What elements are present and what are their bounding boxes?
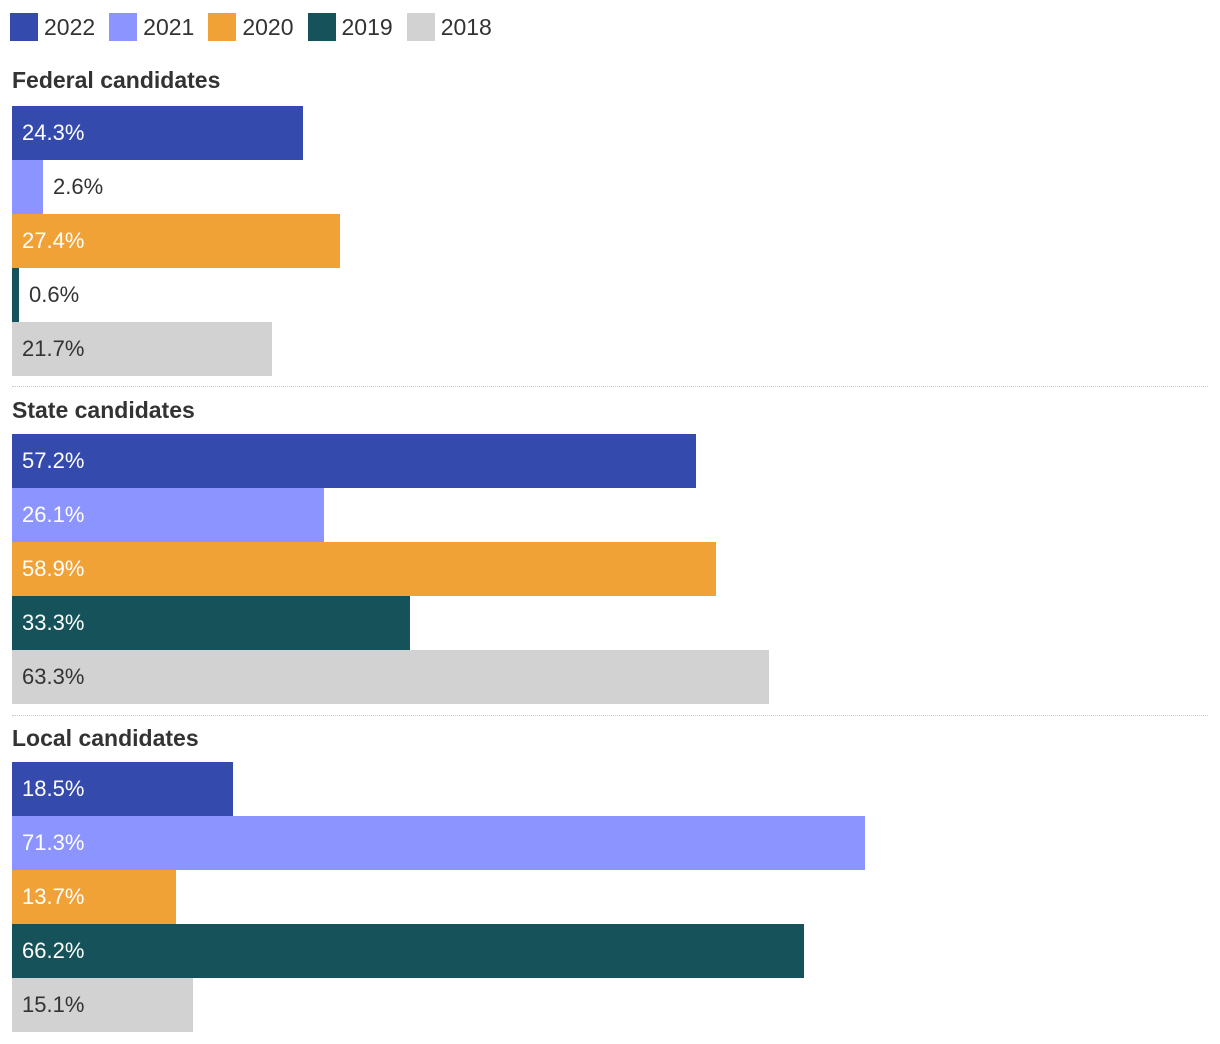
data-label-state-candidates-2018: 63.3% [22,664,85,689]
legend-swatch-2019 [307,13,336,41]
data-label-federal-candidates-2022: 24.3% [22,120,85,145]
legend-label-2019: 2019 [341,13,393,40]
bar-local-candidates-2021 [12,816,865,870]
legend: 2022 2021 2020 2019 2018 [10,12,506,42]
data-label-state-candidates-2022: 57.2% [22,448,85,473]
legend-swatch-2022 [10,13,38,41]
data-label-local-candidates-2022: 18.5% [22,776,85,801]
legend-item-2022: 2022 [10,13,95,41]
bar-federal-candidates-2019 [12,268,19,322]
group-divider [12,715,1208,716]
group-title-state-candidates: State candidates [12,397,195,423]
legend-item-2019: 2019 [307,13,393,41]
data-label-state-candidates-2019: 33.3% [22,610,85,635]
bar-federal-candidates-2021 [12,160,43,214]
data-label-state-candidates-2021: 26.1% [22,502,85,527]
group-title-local-candidates: Local candidates [12,725,199,751]
legend-label-2021: 2021 [143,13,195,40]
bar-local-candidates-2022 [12,762,233,816]
bar-state-candidates-2021 [12,488,324,542]
bar-local-candidates-2020 [12,870,176,924]
bar-local-candidates-2019 [12,924,804,978]
data-label-local-candidates-2018: 15.1% [22,992,85,1017]
bar-state-candidates-2022 [12,434,696,488]
data-label-federal-candidates-2019: 0.6% [29,282,80,307]
bar-state-candidates-2019 [12,596,410,650]
group-title-federal-candidates: Federal candidates [12,67,221,93]
legend-label-2018: 2018 [440,13,492,40]
data-label-state-candidates-2020: 58.9% [22,556,85,581]
legend-swatch-2018 [406,13,435,41]
legend-label-2022: 2022 [44,13,96,40]
data-label-local-candidates-2020: 13.7% [22,884,85,909]
legend-label-2020: 2020 [242,13,294,40]
legend-item-2018: 2018 [406,13,492,41]
legend-swatch-2021 [109,13,138,41]
bar-local-candidates-2018 [12,978,193,1032]
group-divider [12,386,1208,387]
data-label-federal-candidates-2021: 2.6% [53,174,104,199]
data-label-federal-candidates-2018: 21.7% [22,336,85,361]
legend-item-2021: 2021 [109,13,194,41]
data-label-local-candidates-2021: 71.3% [22,830,85,855]
bar-state-candidates-2020 [12,542,716,596]
bar-federal-candidates-2020 [12,214,340,268]
bar-federal-candidates-2022 [12,106,303,160]
data-label-federal-candidates-2020: 27.4% [22,228,85,253]
legend-item-2020: 2020 [208,13,294,41]
data-label-local-candidates-2019: 66.2% [22,938,85,963]
bar-state-candidates-2018 [12,650,769,704]
legend-swatch-2020 [208,13,237,41]
bar-federal-candidates-2018 [12,322,272,376]
